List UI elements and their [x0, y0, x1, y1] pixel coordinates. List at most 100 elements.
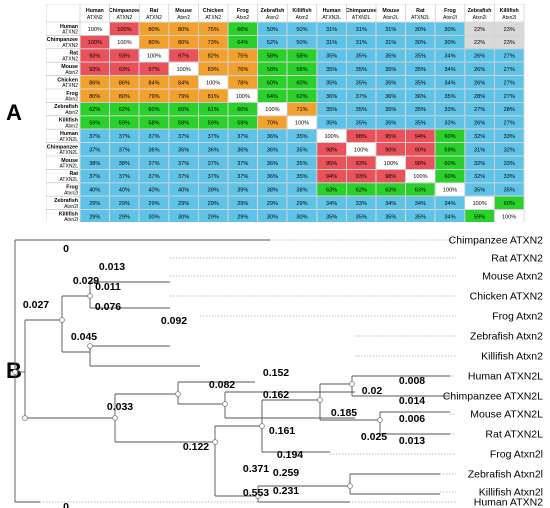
matrix-cell-value: 59% — [119, 121, 130, 127]
matrix-cell-value: 79% — [148, 94, 159, 100]
matrix-cell-value: 35% — [415, 214, 426, 220]
matrix-cell-value: 98% — [415, 161, 426, 167]
matrix-cell-value: 35% — [356, 214, 367, 220]
matrix-cell-value: 93% — [119, 67, 130, 73]
matrix-cell-value: 29% — [237, 214, 248, 220]
matrix-cell-value: 62% — [356, 188, 367, 194]
tree-node — [87, 343, 93, 349]
matrix-cell-value: 58% — [296, 54, 307, 60]
matrix-cell-value: 38% — [296, 188, 307, 194]
matrix-cell-value: 93% — [356, 174, 367, 180]
matrix-cell-value: 59% — [89, 121, 100, 127]
matrix-cell-value: 37% — [178, 134, 189, 140]
matrix-cell-value: 35% — [296, 134, 307, 140]
row-header-gene: Atxn2 — [65, 110, 78, 116]
matrix-cell-value: 37% — [208, 161, 219, 167]
row-header-gene: ATXN2L — [59, 137, 78, 143]
matrix-cell-value: 35% — [385, 214, 396, 220]
column-header-species: Rat — [416, 8, 425, 14]
matrix-cell-value: 97% — [148, 67, 159, 73]
matrix-cell-value: 29% — [89, 201, 100, 207]
matrix-cell-value: 35% — [326, 121, 337, 127]
branch-length-label: 0.008 — [399, 375, 425, 387]
matrix-cell-value: 36% — [385, 94, 396, 100]
matrix-cell-value: 35% — [296, 174, 307, 180]
matrix-cell-value: 37% — [119, 147, 130, 153]
matrix-cell-value: 100% — [443, 188, 457, 194]
row-header-gene: ATXN2 — [62, 56, 78, 62]
matrix-cell-value: 34% — [415, 201, 426, 207]
matrix-cell-value: 29% — [208, 214, 219, 220]
matrix-cell-value: 61% — [208, 107, 219, 113]
column-header-species: Human — [86, 8, 104, 14]
matrix-cell-value: 34% — [444, 80, 455, 86]
matrix-cell-value: 100% — [147, 54, 161, 60]
row-header-gene: ATXN2L — [59, 177, 78, 183]
matrix-cell-value: 40% — [178, 188, 189, 194]
matrix-cell-value: 100% — [265, 107, 279, 113]
matrix-cell-value: 22% — [474, 40, 485, 46]
matrix-cell-value: 90% — [415, 147, 426, 153]
matrix-cell-value: 37% — [178, 161, 189, 167]
branch-length-label: 0.013 — [399, 435, 425, 447]
branch-length-label: 0.092 — [161, 315, 187, 327]
matrix-cell-value: 29% — [119, 201, 130, 207]
matrix-cell-value: 60% — [148, 107, 159, 113]
row-header-gene: Atxn2 — [65, 97, 78, 103]
tree-node — [22, 415, 28, 421]
matrix-cell-value: 31% — [385, 40, 396, 46]
row-header-species: Rat — [69, 51, 78, 57]
matrix-cell-value: 34% — [444, 214, 455, 220]
column-header-gene: ATXN2 — [87, 15, 103, 21]
matrix-cell-value: 37% — [356, 94, 367, 100]
matrix-cell-value: 33% — [504, 134, 515, 140]
matrix-cell-value: 37% — [89, 134, 100, 140]
branch-length-label: 0.027 — [23, 299, 49, 311]
branch-length-label: 0.033 — [107, 401, 133, 413]
matrix-cell-value: 33% — [444, 121, 455, 127]
column-header-gene: ATXN2L — [352, 15, 371, 21]
matrix-cell-value: 100% — [88, 27, 102, 33]
matrix-cell-value: 50% — [296, 27, 307, 33]
matrix-cell-value: 100% — [295, 121, 309, 127]
matrix-cell-value: 86% — [119, 80, 130, 86]
matrix-cell-value: 40% — [89, 188, 100, 194]
matrix-cell-value: 36% — [208, 147, 219, 153]
matrix-cell-value: 80% — [89, 94, 100, 100]
matrix-cell-value: 95% — [326, 161, 337, 167]
matrix-cell-value: 36% — [267, 174, 278, 180]
matrix-cell-value: 37% — [119, 134, 130, 140]
matrix-cell-value: 28% — [474, 94, 485, 100]
matrix-cell-value: 81% — [208, 94, 219, 100]
matrix-cell-value: 37% — [89, 147, 100, 153]
row-header-species: Zebrafish — [54, 104, 78, 110]
matrix-cell-value: 59% — [474, 214, 485, 220]
matrix-cell-value: 31% — [356, 27, 367, 33]
branch-length-label: 0.082 — [209, 379, 235, 391]
column-header-species: Chimpanzee — [109, 8, 140, 14]
leaf-label: Frog Atxn2 — [492, 311, 543, 323]
branch-length-label: 0.013 — [99, 261, 125, 273]
leaf-label: Mouse ATXN2L — [470, 409, 543, 421]
matrix-cell-value: 35% — [385, 80, 396, 86]
matrix-cell-value: 35% — [326, 214, 337, 220]
matrix-cell-value: 37% — [208, 134, 219, 140]
matrix-cell-value: 38% — [89, 161, 100, 167]
branch-length-label: 0.025 — [361, 431, 387, 443]
row-header-species: Mouse — [61, 64, 78, 70]
tree-node — [212, 439, 218, 445]
column-header-species: Rat — [150, 8, 159, 14]
leaf-label: Human ATXN2L — [468, 371, 543, 383]
matrix-cell-value: 40% — [119, 188, 130, 194]
matrix-cell-value: 60% — [444, 174, 455, 180]
column-header-species: Killifish — [500, 8, 519, 14]
matrix-cell-value: 35% — [385, 121, 396, 127]
matrix-cell-value: 30% — [267, 214, 278, 220]
matrix-cell-value: 98% — [326, 147, 337, 153]
column-header-gene: Atxn2 — [266, 15, 279, 21]
matrix-cell-value: 37% — [237, 174, 248, 180]
matrix-cell-value: 94% — [415, 134, 426, 140]
tree-node — [377, 417, 383, 423]
branch-length-label: 0.011 — [95, 281, 121, 293]
matrix-cell-value: 35% — [415, 80, 426, 86]
